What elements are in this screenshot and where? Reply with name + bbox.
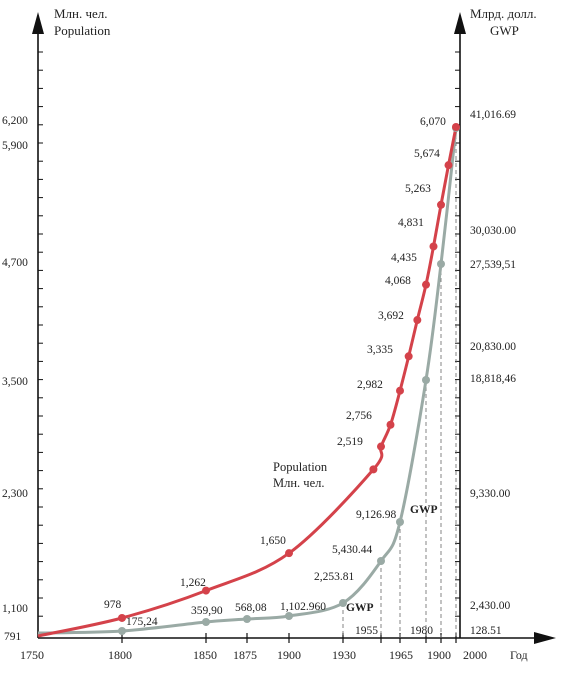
population-line [37, 126, 458, 638]
pop-label-4435: 4,435 [391, 252, 417, 264]
gwp-point [118, 627, 126, 635]
pop-label-791: 791 [15, 631, 33, 643]
x-tick-1965: 1965 [389, 648, 413, 662]
x-axis-arrow [534, 632, 556, 644]
gwp-point [396, 518, 404, 526]
right-tick-18818: 18,818,46 [470, 373, 516, 385]
gwp-label-2253: 2,253.81 [314, 571, 355, 583]
x-extra-1955: 1955 [355, 625, 378, 637]
gwp-point [339, 599, 347, 607]
pop-label-1262: 1,262 [180, 577, 206, 589]
x-tick-1875: 1875 [233, 648, 257, 662]
x-tick-2000: 2000 [463, 648, 487, 662]
population-point [369, 465, 378, 474]
gwp-point [422, 376, 430, 384]
left-tick-1100: 1,100 [2, 603, 28, 615]
left-axis-title-en: Population [54, 23, 111, 38]
left-axis-arrow [32, 12, 44, 34]
right-axis-title-ru: Млрд. долл. [470, 6, 537, 21]
population-point [422, 280, 430, 289]
population-point [285, 549, 293, 558]
left-tick-6200: 6,200 [2, 115, 28, 127]
x-extra-1980: 1980 [410, 625, 433, 637]
pop-label-1650: 1,650 [260, 535, 286, 547]
gwp-label-1102: 1,102.960 [280, 601, 326, 613]
gwp-curve-label-1: GWP [346, 602, 373, 614]
right-axis-arrow [454, 12, 466, 34]
gwp-point [243, 615, 251, 623]
population-curve-label-en: Population [273, 460, 328, 474]
population-point [202, 586, 210, 595]
x-tick-1900b: 1900 [427, 648, 451, 662]
pop-label-3335: 3,335 [367, 344, 393, 356]
gwp-label-9126: 9,126.98 [356, 509, 397, 521]
x-tick-1850: 1850 [193, 648, 217, 662]
left-tick-4700: 4,700 [2, 257, 28, 269]
gwp-label-5430: 5,430.44 [332, 544, 373, 556]
population-point [118, 613, 126, 622]
axis-ticks [38, 51, 460, 643]
pop-label-6070: 6,070 [420, 116, 446, 128]
population-point [429, 242, 438, 251]
pop-label-978: 978 [104, 599, 122, 611]
right-tick-2430: 2,430.00 [470, 600, 511, 612]
x-tick-1750: 1750 [20, 648, 44, 662]
x-tick-1930: 1930 [332, 648, 356, 662]
right-tick-30030: 30,030.00 [470, 225, 516, 237]
gwp-curve-label-2: GWP [410, 504, 437, 516]
gwp-label-359: 359,90 [191, 605, 223, 617]
right-tick-9330: 9,330.00 [470, 488, 511, 500]
gwp-point [285, 612, 293, 620]
guide-lines [342, 128, 457, 638]
pop-label-2519: 2,519 [337, 436, 363, 448]
pop-label-5263: 5,263 [405, 183, 431, 195]
left-tick-5900: 5,900 [2, 140, 28, 152]
gwp-point [377, 557, 385, 565]
pop-label-2982: 2,982 [357, 379, 383, 391]
right-tick-20830: 20,830.00 [470, 341, 516, 353]
series-curves [37, 126, 458, 638]
left-tick-3500: 3,500 [2, 376, 28, 388]
series-points [118, 123, 460, 635]
gwp-point [202, 618, 210, 626]
x-unit-label: Год [510, 648, 528, 662]
population-point [377, 442, 385, 451]
pop-label-5674: 5,674 [414, 148, 440, 160]
population-point [444, 161, 453, 170]
pop-label-4068: 4,068 [385, 275, 411, 287]
left-tick-791: 791 [4, 631, 22, 643]
pop-label-4831: 4,831 [398, 217, 424, 229]
population-point [452, 123, 460, 131]
pop-label-3692: 3,692 [378, 310, 404, 322]
population-point [437, 200, 445, 209]
right-tick-27539: 27,539,51 [470, 259, 516, 271]
pop-label-2756: 2,756 [346, 410, 372, 422]
right-tick-41016: 41,016.69 [470, 109, 516, 121]
population-point [396, 386, 404, 395]
gwp-line [37, 127, 458, 635]
population-curve-label-ru: Млн. чел. [273, 476, 325, 490]
population-point [404, 352, 413, 361]
gwp-label-568: 568,08 [235, 602, 267, 614]
left-tick-2300: 2,300 [2, 488, 28, 500]
gwp-point [437, 260, 445, 268]
right-axis-title-en: GWP [490, 23, 519, 38]
population-point [413, 316, 422, 325]
x-tick-1900: 1900 [277, 648, 301, 662]
population-point [386, 420, 395, 429]
right-tick-128: 128.51 [470, 625, 502, 637]
gwp-label-175: 175,24 [126, 616, 158, 628]
left-axis-title-ru: Млн. чел. [54, 6, 108, 21]
x-tick-1800: 1800 [108, 648, 132, 662]
